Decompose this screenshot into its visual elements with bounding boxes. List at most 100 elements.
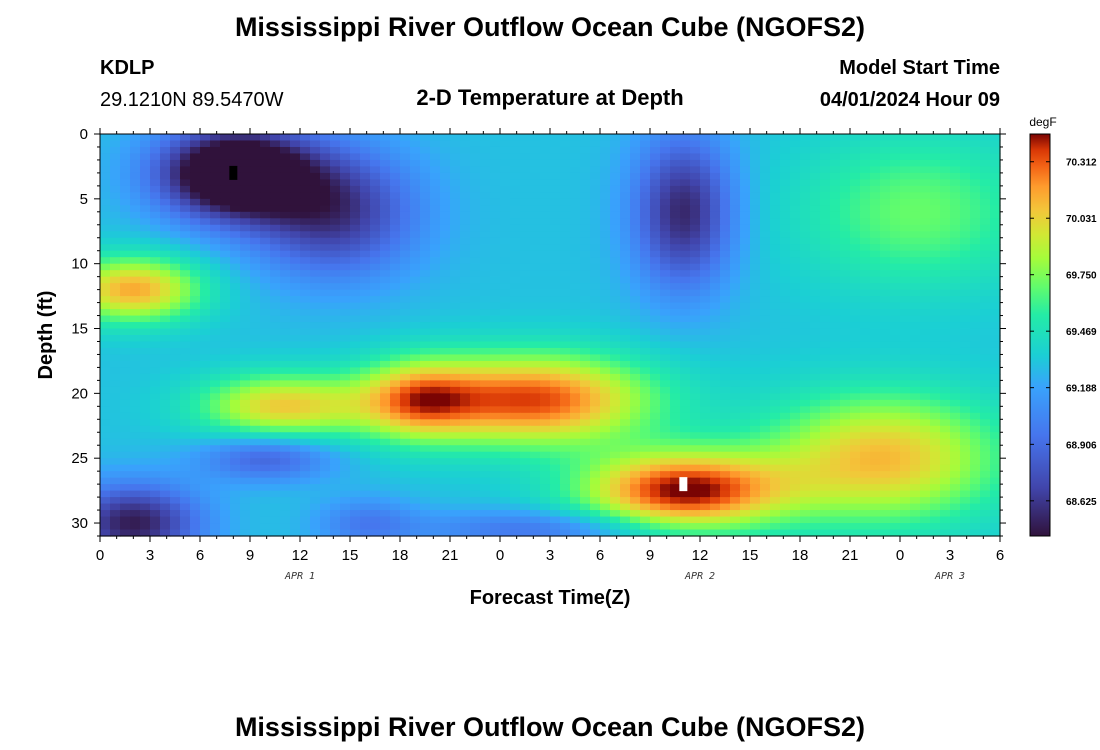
heatmap-cell [610,341,621,349]
heatmap-cell [830,360,841,369]
heatmap-cell [480,380,491,388]
heatmap-cell [750,257,761,265]
heatmap-cell [890,419,901,427]
heatmap-cell [970,432,981,440]
heatmap-cell [660,159,671,168]
heatmap-cell [100,451,111,459]
heatmap-cell [900,263,911,271]
heatmap-cell [380,341,391,349]
heatmap-cell [520,276,531,284]
heatmap-cell [300,211,311,219]
heatmap-cell [640,172,651,180]
heatmap-cell [320,309,331,317]
heatmap-cell [620,432,631,440]
heatmap-cell [420,296,431,304]
heatmap-cell [910,373,921,381]
heatmap-cell [490,458,501,466]
heatmap-cell [410,172,421,180]
heatmap-cell [370,322,381,330]
heatmap-cell [660,425,671,433]
heatmap-cell [220,289,231,297]
heatmap-cell [740,399,751,407]
heatmap-cell [390,347,401,356]
heatmap-cell [110,289,121,297]
heatmap-cell [990,140,1001,148]
heatmap-cell [510,464,521,472]
heatmap-cell [450,134,461,142]
heatmap-cell [950,198,961,206]
heatmap-cell [490,237,501,245]
heatmap-cell [450,464,461,472]
heatmap-cell [390,231,401,239]
heatmap-cell [810,250,821,258]
heatmap-cell [960,231,971,239]
heatmap-cell [570,458,581,466]
heatmap-cell [390,373,401,381]
heatmap-cell [790,159,801,168]
heatmap-cell [380,458,391,466]
heatmap-cell [140,347,151,356]
heatmap-cell [380,224,391,232]
heatmap-cell [150,198,161,206]
heatmap-cell [690,471,701,479]
heatmap-cell [570,172,581,180]
heatmap-cell [760,315,771,323]
heatmap-cell [230,270,241,278]
heatmap-cell [740,205,751,213]
heatmap-cell [220,302,231,310]
heatmap-cell [120,198,131,206]
heatmap-cell [380,134,391,142]
heatmap-cell [250,283,261,291]
heatmap-cell [370,159,381,168]
heatmap-cell [600,464,611,472]
heatmap-cell [230,458,241,466]
heatmap-cell [260,451,271,459]
heatmap-cell [270,134,281,142]
heatmap-cell [320,354,331,362]
heatmap-cell [480,283,491,291]
heatmap-cell [420,263,431,271]
heatmap-cell [910,386,921,394]
heatmap-cell [160,445,171,453]
heatmap-cell [360,146,371,155]
heatmap-cell [230,289,241,297]
heatmap-cell [910,380,921,388]
heatmap-cell [690,166,701,174]
heatmap-cell [420,166,431,174]
heatmap-cell [600,445,611,453]
heatmap-cell [470,276,481,284]
heatmap-cell [570,464,581,472]
heatmap-cell [640,185,651,193]
heatmap-cell [530,250,541,258]
heatmap-cell [300,347,311,356]
heatmap-cell [500,166,511,174]
heatmap-cell [440,464,451,472]
heatmap-cell [270,237,281,245]
heatmap-cell [160,250,171,258]
heatmap-cell [760,451,771,459]
heatmap-cell [100,302,111,310]
heatmap-cell [870,412,881,420]
heatmap-cell [420,471,431,479]
heatmap-cell [280,432,291,440]
heatmap-cell [990,250,1001,258]
heatmap-cell [330,140,341,148]
heatmap-cell [770,302,781,310]
heatmap-cell [430,211,441,219]
heatmap-cell [370,490,381,498]
heatmap-cell [190,425,201,433]
heatmap-cell [340,237,351,245]
heatmap-cell [790,425,801,433]
heatmap-cell [590,231,601,239]
heatmap-cell [640,347,651,356]
heatmap-cell [670,134,681,142]
heatmap-cell [770,231,781,239]
heatmap-cell [340,302,351,310]
heatmap-cell [160,328,171,336]
heatmap-cell [150,406,161,414]
heatmap-cell [170,263,181,271]
heatmap-cell [600,315,611,323]
heatmap-cell [680,140,691,148]
heatmap-cell [510,231,521,239]
heatmap-cell [750,425,761,433]
